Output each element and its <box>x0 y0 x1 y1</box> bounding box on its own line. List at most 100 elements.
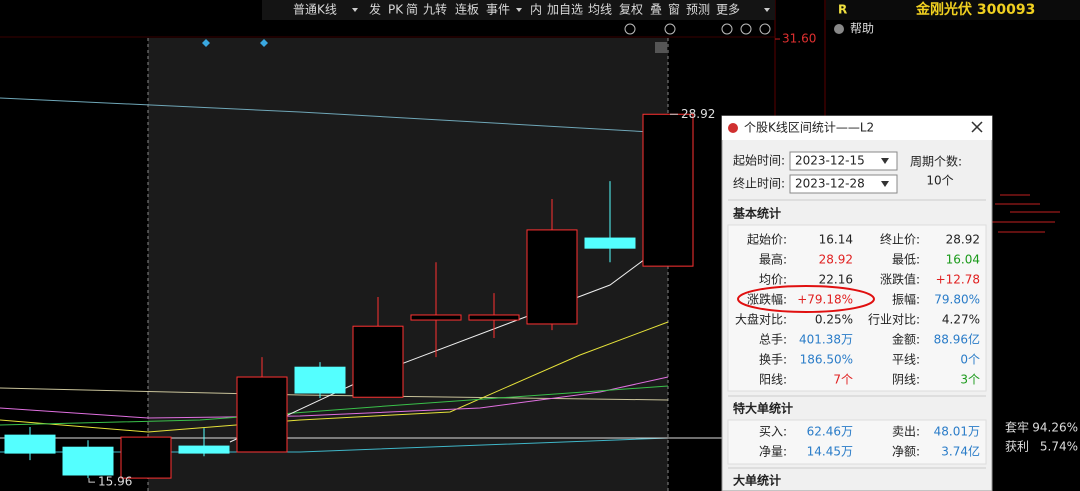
stat-label: 均价: <box>759 273 787 287</box>
toolbar-item[interactable]: 均线 <box>588 3 612 17</box>
section-title: 特大单统计 <box>733 401 793 416</box>
stock-flag: R <box>838 3 847 17</box>
end-select[interactable] <box>789 174 898 194</box>
stat-value: 3.74亿 <box>941 444 980 459</box>
stat-value: 401.38万 <box>799 333 853 347</box>
highlight-circle <box>737 285 875 313</box>
close-range[interactable] <box>655 42 667 53</box>
help[interactable]: 帮助 <box>850 22 874 36</box>
toolbar-item[interactable]: 发 <box>369 2 381 17</box>
candle-body <box>526 229 578 325</box>
toolbar-item[interactable]: 预测 <box>686 3 710 17</box>
ma-line <box>0 321 669 433</box>
chip-value: 94.26% <box>1032 421 1078 435</box>
section-title: 基本统计 <box>732 206 781 221</box>
candles: 31.60 28.92 15.96 <box>4 32 816 489</box>
dialog-titlebar <box>722 116 992 140</box>
dropdown-arrow <box>881 158 889 164</box>
candle-body <box>584 237 636 249</box>
chip-value: 5.74% <box>1040 440 1078 454</box>
stat-label: 最高: <box>759 252 787 267</box>
selected-range <box>148 38 668 491</box>
stats-dialog: 个股K线区间统计——L2 起始时间: 2023-12-15 终止时间: 2023… <box>721 115 993 491</box>
ma-line <box>0 97 669 134</box>
start-label: 起始时间: <box>733 154 785 168</box>
stat-value: 16.04 <box>946 253 980 267</box>
toolbar-item[interactable]: 叠 <box>650 3 662 17</box>
toolbar-item[interactable]: 加自选 <box>547 3 583 17</box>
stat-label: 涨跌幅: <box>747 292 787 307</box>
chip-label: 获利 <box>1005 440 1029 454</box>
low-label: 15.96 <box>98 475 132 489</box>
tool-icon[interactable] <box>624 23 636 35</box>
chart-tools <box>624 23 771 35</box>
dialog-rows: 起始价: 16.14 终止价: 28.92 最高: 28.92 最低: 16.04 均价: 22.… <box>735 232 980 459</box>
stock-name: 金刚光伏 300093 <box>915 1 1035 18</box>
toolbar-items: 普通K线 发 PK 简九转 连板 事件 内加自选 均线 复权叠窗预测 更多 <box>293 2 770 17</box>
stat-value: 88.96亿 <box>934 332 980 347</box>
chip-label: 套牢 <box>1005 420 1029 435</box>
dropdown-arrow <box>764 8 770 12</box>
start-value[interactable]: 2023-12-15 <box>795 154 865 168</box>
dropdown-arrow <box>516 8 522 12</box>
toolbar-item[interactable]: PK <box>388 3 404 17</box>
toolbar-item[interactable]: 事件 <box>486 3 510 17</box>
toolbar-item[interactable]: 普通K线 <box>293 3 337 17</box>
stat-label: 平线: <box>892 353 920 367</box>
stat-value: +79.18% <box>797 293 853 307</box>
dialog-close[interactable] <box>971 121 983 133</box>
toolbar-item[interactable]: 九转 <box>423 2 447 17</box>
dropdown-arrow <box>881 181 889 187</box>
end-value[interactable]: 2023-12-28 <box>795 177 865 191</box>
stat-value: 16.14 <box>819 233 853 247</box>
candle-body <box>642 113 694 267</box>
tool-icon[interactable] <box>721 23 733 35</box>
ma-line <box>0 376 669 419</box>
axis-tick-label: 31.60 <box>782 32 816 46</box>
chip-stats: 套牢 94.26%获利 5.74% <box>1005 420 1078 454</box>
candle-body <box>62 446 114 476</box>
toolbar-item[interactable]: 更多 <box>716 3 740 17</box>
tool-icon[interactable] <box>664 23 676 35</box>
candle-body <box>236 376 288 453</box>
stat-label: 买入: <box>759 425 787 439</box>
stat-label: 总手: <box>759 333 787 347</box>
stat-label: 净额: <box>892 445 920 459</box>
ma-line <box>229 241 669 443</box>
stock-header <box>826 0 1080 20</box>
section-box <box>727 419 987 465</box>
tool-icon[interactable] <box>759 23 771 35</box>
stat-label: 阴线: <box>892 373 920 387</box>
toolbar-item[interactable]: 连板 <box>455 2 479 17</box>
candle-body <box>120 436 172 479</box>
dialog-title: 个股K线区间统计——L2 <box>744 121 874 135</box>
stat-value: 7个 <box>833 373 853 387</box>
candle-body <box>178 445 230 454</box>
dropdown-arrow <box>352 8 358 12</box>
stat-label: 换手: <box>759 353 787 367</box>
tool-icon[interactable] <box>740 23 752 35</box>
stat-label: 最低: <box>892 253 920 267</box>
ma-line <box>0 387 669 401</box>
stat-value: 22.16 <box>819 273 853 287</box>
stat-value: 79.80% <box>934 293 980 307</box>
stat-value: 0个 <box>960 353 980 367</box>
start-select[interactable] <box>789 151 898 171</box>
ma-line <box>0 385 669 426</box>
stat-value: 4.27% <box>942 313 980 327</box>
toolbar-item[interactable]: 窗 <box>668 3 680 17</box>
candle-body <box>4 434 56 454</box>
stat-label: 行业对比: <box>868 313 920 327</box>
low-pointer <box>88 478 95 483</box>
period-label: 周期个数: <box>910 154 962 169</box>
toolbar-item[interactable]: 简 <box>406 3 418 17</box>
toolbar-item[interactable]: 内 <box>530 3 542 17</box>
stat-label: 卖出: <box>892 425 920 439</box>
stat-value: +12.78 <box>936 273 980 287</box>
stat-value: 28.92 <box>819 253 853 267</box>
high-label: 28.92 <box>681 107 715 121</box>
toolbar-item[interactable]: 复权 <box>619 3 643 17</box>
stat-value: 14.45万 <box>807 445 853 459</box>
section-title: 大单统计 <box>733 473 781 488</box>
